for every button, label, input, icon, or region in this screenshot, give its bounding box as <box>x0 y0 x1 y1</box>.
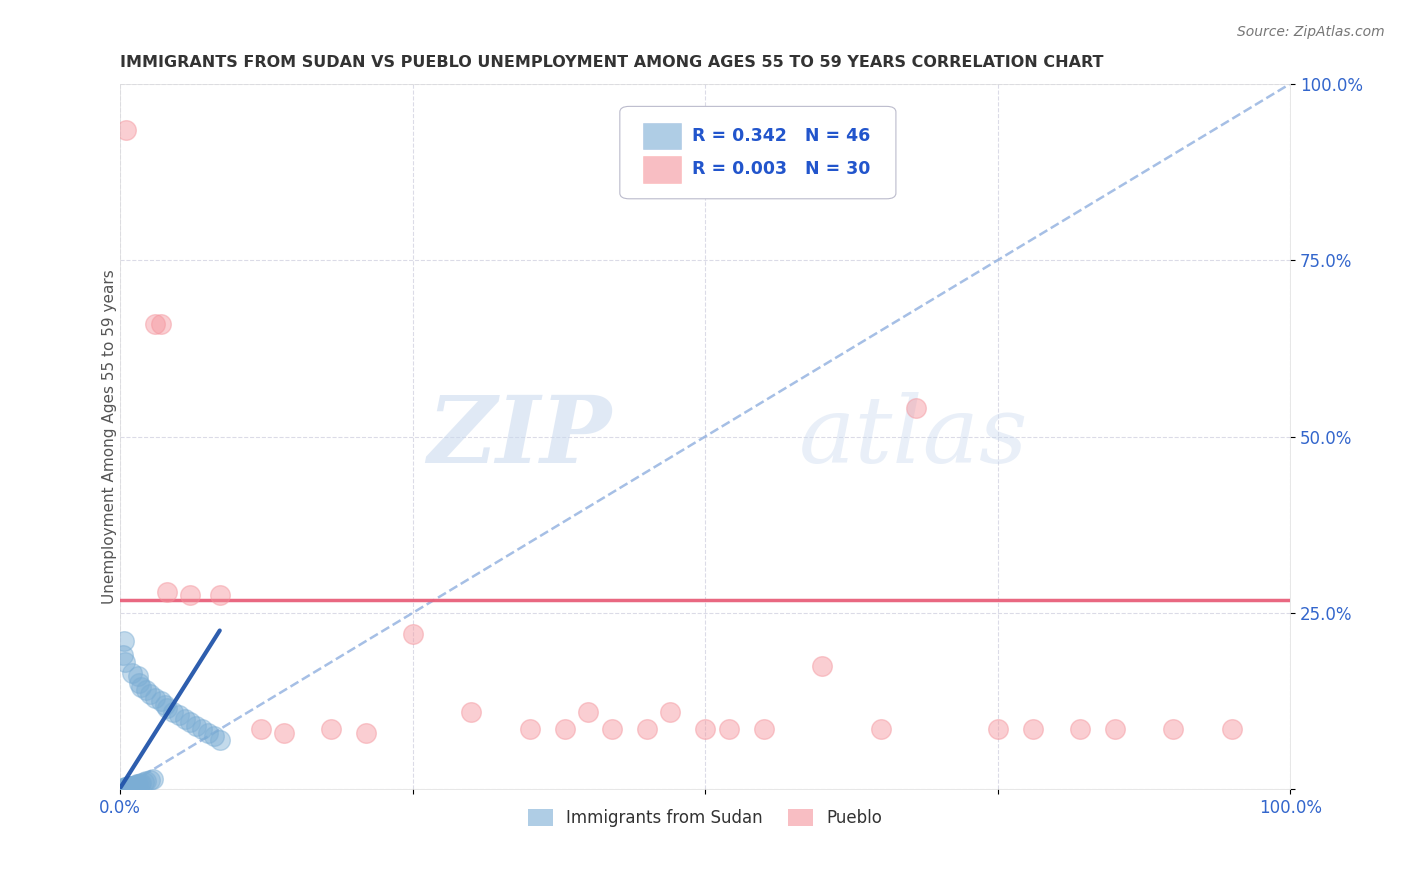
Point <box>138 772 160 787</box>
Point <box>132 775 155 789</box>
Point <box>125 777 148 791</box>
Text: Source: ZipAtlas.com: Source: ZipAtlas.com <box>1237 25 1385 39</box>
Point <box>576 705 599 719</box>
Point <box>636 723 658 737</box>
Point <box>138 687 160 701</box>
Point <box>987 723 1010 737</box>
Text: R = 0.003   N = 30: R = 0.003 N = 30 <box>692 161 870 178</box>
Point <box>179 588 201 602</box>
Text: R = 0.342   N = 46: R = 0.342 N = 46 <box>692 127 870 145</box>
Point <box>114 655 136 669</box>
FancyBboxPatch shape <box>620 106 896 199</box>
Point <box>402 627 425 641</box>
Point <box>111 648 134 663</box>
Text: IMMIGRANTS FROM SUDAN VS PUEBLO UNEMPLOYMENT AMONG AGES 55 TO 59 YEARS CORRELATI: IMMIGRANTS FROM SUDAN VS PUEBLO UNEMPLOY… <box>121 55 1104 70</box>
Point <box>173 712 195 726</box>
Point <box>354 726 377 740</box>
Point <box>121 780 143 794</box>
Point <box>122 780 145 794</box>
Point <box>156 701 179 715</box>
Text: atlas: atlas <box>799 392 1028 482</box>
Point <box>127 669 149 683</box>
Point <box>717 723 740 737</box>
Point <box>131 776 153 790</box>
Point <box>111 780 134 795</box>
Point <box>121 780 143 794</box>
Point <box>904 401 927 416</box>
Point <box>156 584 179 599</box>
Point <box>145 317 167 331</box>
Point <box>150 694 173 708</box>
Point <box>460 705 482 719</box>
Point <box>1220 723 1243 737</box>
Point <box>600 723 623 737</box>
Text: ZIP: ZIP <box>427 392 612 482</box>
Point <box>117 780 139 794</box>
Point <box>120 780 142 794</box>
Point <box>1022 723 1045 737</box>
Y-axis label: Unemployment Among Ages 55 to 59 years: Unemployment Among Ages 55 to 59 years <box>101 269 117 604</box>
Point <box>124 778 146 792</box>
Point <box>167 708 190 723</box>
Point <box>202 729 225 743</box>
Point <box>519 723 541 737</box>
Point <box>129 776 152 790</box>
Point <box>112 634 135 648</box>
Point <box>554 723 576 737</box>
Point <box>118 779 141 793</box>
Point <box>112 780 135 795</box>
Point <box>273 726 295 740</box>
Point <box>752 723 775 737</box>
Point <box>117 780 139 794</box>
Point <box>249 723 271 737</box>
Point <box>186 719 208 733</box>
Point <box>115 780 138 794</box>
Point <box>1069 723 1091 737</box>
Point <box>162 705 184 719</box>
Point <box>135 774 157 789</box>
Point <box>208 588 231 602</box>
Point <box>114 780 136 795</box>
Point <box>659 705 682 719</box>
Point <box>153 698 176 712</box>
Point <box>179 715 201 730</box>
Point <box>208 732 231 747</box>
Point <box>150 317 173 331</box>
Point <box>118 780 141 794</box>
Point <box>197 726 219 740</box>
FancyBboxPatch shape <box>643 122 681 150</box>
Point <box>131 680 153 694</box>
Point <box>115 780 138 795</box>
Point <box>135 683 157 698</box>
Legend: Immigrants from Sudan, Pueblo: Immigrants from Sudan, Pueblo <box>522 802 889 834</box>
Point <box>142 772 165 786</box>
Point <box>1161 723 1184 737</box>
Point <box>115 122 138 136</box>
Point <box>191 723 214 737</box>
Point <box>319 723 342 737</box>
Point <box>695 723 717 737</box>
Point <box>811 658 834 673</box>
Point <box>1104 723 1126 737</box>
Point <box>145 690 167 705</box>
FancyBboxPatch shape <box>643 156 681 183</box>
Point <box>121 665 143 680</box>
Point <box>128 676 150 690</box>
Point <box>124 779 146 793</box>
Point <box>869 723 891 737</box>
Point <box>114 780 136 794</box>
Point <box>127 777 149 791</box>
